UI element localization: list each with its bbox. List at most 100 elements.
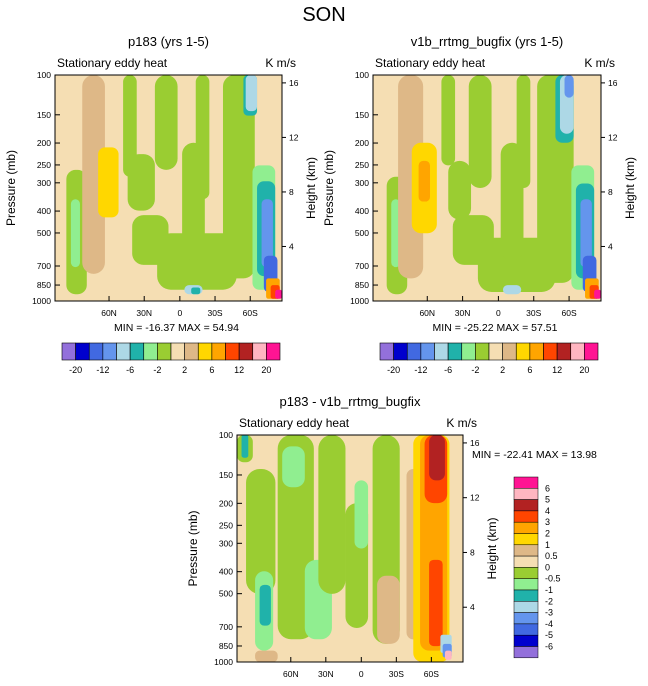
colorbar-swatch xyxy=(475,342,490,361)
colorbar-swatch xyxy=(515,342,531,361)
x-tick-label: 30N xyxy=(455,308,471,318)
colorbar-swatch xyxy=(434,342,449,361)
colorbar-swatch xyxy=(513,488,539,500)
y-tick-label: 100 xyxy=(219,430,233,440)
contour-region-10 xyxy=(354,480,369,549)
y-tick-label: 700 xyxy=(37,261,51,271)
y2-axis-label: Height (km) xyxy=(485,517,499,579)
contour-region-3 xyxy=(259,584,271,626)
colorbar-swatch xyxy=(184,342,199,361)
x-tick-label: 30S xyxy=(389,669,404,679)
y-tick-label: 500 xyxy=(355,228,369,238)
x-tick-label: 30S xyxy=(207,308,222,318)
colorbar-swatch xyxy=(513,646,539,659)
colorbar-swatch xyxy=(556,342,572,361)
colorbar-swatch xyxy=(513,521,539,534)
colorbar-swatch xyxy=(379,342,394,361)
y-tick-label: 500 xyxy=(37,228,51,238)
contour-region-4 xyxy=(241,435,249,458)
contour-region-16 xyxy=(261,199,273,268)
colorbar-swatch xyxy=(513,510,539,523)
colorbar-label: 12 xyxy=(234,365,244,375)
y-axis-label: Pressure (mb) xyxy=(322,150,336,226)
colorbar-swatch xyxy=(211,342,226,361)
contour-region-9 xyxy=(477,237,556,292)
contour-region-8 xyxy=(318,435,346,594)
colorbar-swatch xyxy=(513,578,539,591)
contour-region-23 xyxy=(255,650,278,662)
y-tick-label: 850 xyxy=(37,280,51,290)
y-tick-label: 300 xyxy=(37,178,51,188)
chart-panel-3: p183 - v1b_rrtmg_bugfix Stationary eddy h… xyxy=(186,394,499,679)
panel-units: K m/s xyxy=(446,416,477,430)
y2-tick-label: 16 xyxy=(608,78,618,88)
y-tick-label: 250 xyxy=(219,520,233,530)
y-tick-label: 400 xyxy=(355,206,369,216)
y-tick-label: 250 xyxy=(355,160,369,170)
colorbar-label: -1 xyxy=(545,585,553,595)
contour-region-19 xyxy=(429,559,443,647)
y-tick-label: 250 xyxy=(37,160,51,170)
colorbar-label: 20 xyxy=(579,365,589,375)
y-tick-label: 200 xyxy=(355,138,369,148)
y-axis-label: Pressure (mb) xyxy=(186,510,200,586)
colorbar-label: 0.5 xyxy=(545,551,558,561)
colorbar-swatch xyxy=(502,342,517,361)
colorbar-swatch xyxy=(61,342,76,361)
colorbar-swatch xyxy=(513,544,539,557)
colorbar-swatch xyxy=(584,342,599,361)
panel-subtitle: Stationary eddy heat xyxy=(375,56,486,70)
colorbar-label: -6 xyxy=(444,365,452,375)
colorbar-swatch xyxy=(143,342,158,361)
x-tick-label: 60N xyxy=(419,308,435,318)
colorbar-label: -6 xyxy=(126,365,134,375)
colorbar-label: -4 xyxy=(545,619,553,629)
x-tick-label: 60N xyxy=(283,669,299,679)
colorbar-vertical: 6 543 210.50 -0.5-1-2 -3-4-5 -6 xyxy=(513,476,561,659)
panel-units: K m/s xyxy=(584,56,615,70)
colorbar-label: -5 xyxy=(545,630,553,640)
colorbar-label: 12 xyxy=(552,365,562,375)
y-tick-label: 300 xyxy=(355,178,369,188)
colorbar-swatch xyxy=(513,589,539,602)
y2-tick-label: 4 xyxy=(470,602,475,612)
y2-tick-label: 4 xyxy=(608,241,613,251)
contour-region-4 xyxy=(123,75,137,177)
colorbar-swatch xyxy=(513,567,539,579)
y-tick-label: 700 xyxy=(355,261,369,271)
contour-region-5 xyxy=(441,75,456,166)
colorbar-swatch xyxy=(252,342,267,361)
colorbar: -20 -12 -6 -2 2 6 12 20 xyxy=(379,342,599,375)
y2-axis-label: Height (km) xyxy=(623,157,637,219)
colorbar-swatch xyxy=(393,342,408,361)
panel-units: K m/s xyxy=(265,56,296,70)
colorbar-swatch xyxy=(420,342,435,361)
colorbar-label: -3 xyxy=(545,608,553,618)
colorbar-label: 6 xyxy=(209,365,214,375)
y-tick-label: 850 xyxy=(355,280,369,290)
contour-region-18 xyxy=(580,199,592,268)
min-max-stats: MIN = -25.22 MAX = 57.51 xyxy=(433,322,558,334)
colorbar-label: -6 xyxy=(545,642,553,652)
colorbar-swatch xyxy=(225,342,240,361)
contour-region-8 xyxy=(468,75,492,188)
y-tick-label: 100 xyxy=(37,70,51,80)
y2-axis-label: Height (km) xyxy=(304,157,318,219)
contour-region-22 xyxy=(444,650,452,660)
colorbar-swatch xyxy=(116,342,131,361)
y-tick-label: 500 xyxy=(219,589,233,599)
colorbar-label: -2 xyxy=(545,596,553,606)
y-tick-label: 1000 xyxy=(350,296,369,306)
y-tick-label: 700 xyxy=(219,622,233,632)
colorbar-label: -2 xyxy=(471,365,479,375)
panel-subtitle: Stationary eddy heat xyxy=(239,416,350,430)
colorbar-swatch xyxy=(529,342,544,361)
contour-region-5 xyxy=(127,154,155,211)
y-tick-label: 400 xyxy=(37,206,51,216)
plot-frame xyxy=(54,74,283,302)
colorbar-label: -20 xyxy=(69,365,82,375)
contour-region-10 xyxy=(195,75,210,200)
y-tick-label: 200 xyxy=(219,498,233,508)
colorbar-swatch xyxy=(447,342,463,361)
panel-title: p183 - v1b_rrtmg_bugfix xyxy=(280,394,421,409)
